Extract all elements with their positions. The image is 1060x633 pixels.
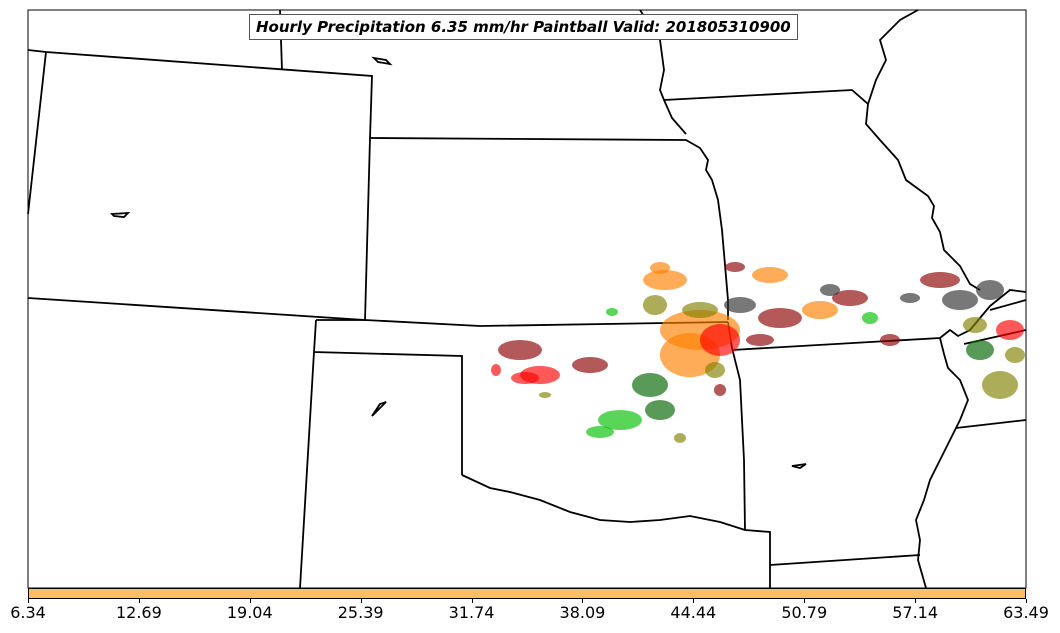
paintball-blob (982, 371, 1018, 399)
paintball-blob (586, 426, 614, 438)
paintball-blob (725, 262, 745, 272)
paintball-blob (700, 324, 740, 356)
map-title: Hourly Precipitation 6.35 mm/hr Paintbal… (249, 14, 798, 40)
precipitation-paintballs (491, 262, 1025, 443)
nebraska-border (369, 137, 729, 320)
colorbar-tick-label: 57.14 (892, 603, 939, 622)
paintball-blob (900, 293, 920, 303)
colorbar-tick (582, 599, 584, 603)
colorbar (28, 588, 1026, 599)
colorado-kansas-border (313, 319, 463, 475)
paintball-blob (539, 392, 551, 398)
arkansas-mississippi-river (915, 337, 969, 589)
wyoming-border (27, 49, 373, 321)
paintball-blob (724, 297, 756, 313)
paintball-blob (996, 320, 1024, 340)
paintball-blob (758, 308, 802, 328)
colorbar-tick-label: 25.39 (337, 603, 384, 622)
paintball-blob (674, 433, 686, 443)
paintball-blob (643, 270, 687, 290)
reservoir-shape (109, 211, 131, 218)
paintball-blob (832, 290, 868, 306)
paintball-blob (966, 340, 994, 360)
colorbar-tick (1026, 599, 1027, 603)
tennessee-mississippi-border (955, 419, 1027, 429)
paintball-blob (632, 373, 668, 397)
colorbar-tick-label: 44.44 (670, 603, 717, 622)
colorbar-tick-label: 63.49 (1003, 603, 1049, 622)
paintball-blob (572, 357, 608, 373)
colorbar-tick (915, 599, 917, 603)
paintball-blob (645, 400, 675, 420)
iowa-border (663, 89, 981, 291)
paintball-blob (880, 334, 900, 346)
colorado-nm-border (299, 351, 315, 589)
colorbar-tick (471, 599, 473, 603)
colorbar-tick (804, 599, 806, 603)
minnesota-wisconsin-border (867, 9, 919, 105)
idaho-wyoming-border (27, 51, 47, 215)
paintball-blob (705, 362, 725, 378)
colorbar-tick (138, 599, 140, 603)
paintball-blob (820, 284, 840, 296)
sd-minnesota-border (639, 9, 687, 135)
arkansas-louisiana-border (769, 554, 921, 566)
kentucky-border (989, 299, 1027, 311)
paintball-blob (920, 272, 960, 288)
paintball-blob (498, 340, 542, 360)
paintball-blob (942, 290, 978, 310)
paintball-blob (511, 372, 539, 384)
colorbar-tick-label: 31.74 (448, 603, 495, 622)
paintball-blob (643, 295, 667, 315)
colorbar-tick-label: 19.04 (226, 603, 273, 622)
map-frame (27, 9, 1027, 589)
paintball-blob (963, 317, 987, 333)
paintball-blob (976, 280, 1004, 300)
paintball-blob (598, 410, 642, 430)
paintball-blob (650, 262, 670, 274)
colorbar-tick (28, 599, 29, 603)
reservoir-shape (371, 401, 387, 417)
paintball-blob (746, 334, 774, 346)
paintball-blob (802, 301, 838, 319)
paintball-blob (606, 308, 618, 316)
colorbar-tick (693, 599, 695, 603)
paintball-blob (1005, 347, 1025, 363)
colorbar-tick-label: 38.09 (559, 603, 606, 622)
paintball-blob (752, 267, 788, 283)
colorbar-tick (360, 599, 362, 603)
lake-shape (791, 463, 807, 469)
colorbar-tick-label: 50.79 (781, 603, 828, 622)
paintball-blob (862, 312, 878, 324)
paintball-blob (491, 364, 501, 376)
colorbar-tick-label: 12.69 (115, 603, 162, 622)
colorbar-tick-label: 6.34 (10, 603, 46, 622)
kansas-north-border (316, 319, 729, 327)
paintball-blob (714, 384, 726, 396)
lake-shape (371, 56, 393, 66)
paintball-blob (682, 302, 718, 318)
colorbar-tick (249, 599, 251, 603)
